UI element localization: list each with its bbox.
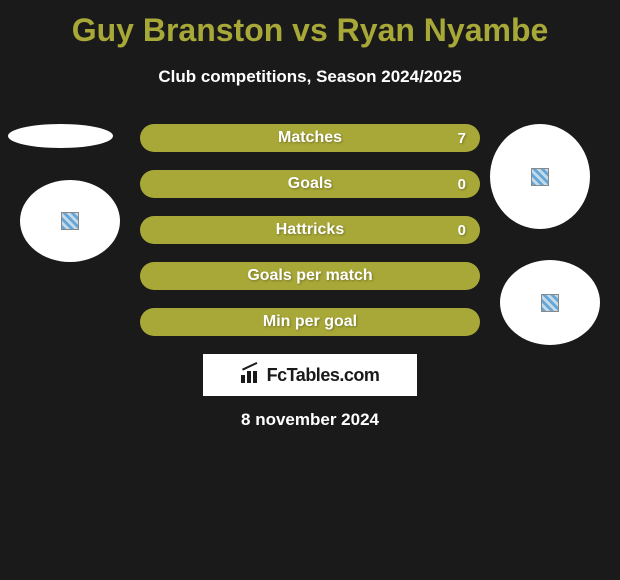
- player-avatar-right-2: [500, 260, 600, 345]
- stat-label: Matches: [278, 129, 342, 147]
- player-avatar-left: [20, 180, 120, 262]
- stat-value: 0: [458, 222, 466, 239]
- fctables-text: FcTables.com: [267, 365, 380, 386]
- broken-image-icon: [61, 212, 79, 230]
- stat-label: Goals per match: [247, 267, 372, 285]
- stat-label: Min per goal: [263, 313, 357, 331]
- stat-value: 7: [458, 130, 466, 147]
- stat-bar-hattricks: Hattricks 0: [140, 216, 480, 244]
- stat-bar-goals-per-match: Goals per match: [140, 262, 480, 290]
- stat-label: Goals: [288, 175, 332, 193]
- broken-image-icon: [531, 168, 549, 186]
- broken-image-icon: [541, 294, 559, 312]
- date-text: 8 november 2024: [0, 410, 620, 430]
- stat-value: 0: [458, 176, 466, 193]
- bar-chart-icon: [241, 367, 261, 383]
- fctables-badge[interactable]: FcTables.com: [203, 354, 417, 396]
- stat-bar-goals: Goals 0: [140, 170, 480, 198]
- stat-label: Hattricks: [276, 221, 344, 239]
- player-avatar-right-1: [490, 124, 590, 229]
- stat-bar-min-per-goal: Min per goal: [140, 308, 480, 336]
- subtitle: Club competitions, Season 2024/2025: [0, 67, 620, 87]
- stat-bar-matches: Matches 7: [140, 124, 480, 152]
- stats-container: Matches 7 Goals 0 Hattricks 0 Goals per …: [140, 124, 480, 354]
- decorative-ellipse: [8, 124, 113, 148]
- page-title: Guy Branston vs Ryan Nyambe: [0, 0, 620, 49]
